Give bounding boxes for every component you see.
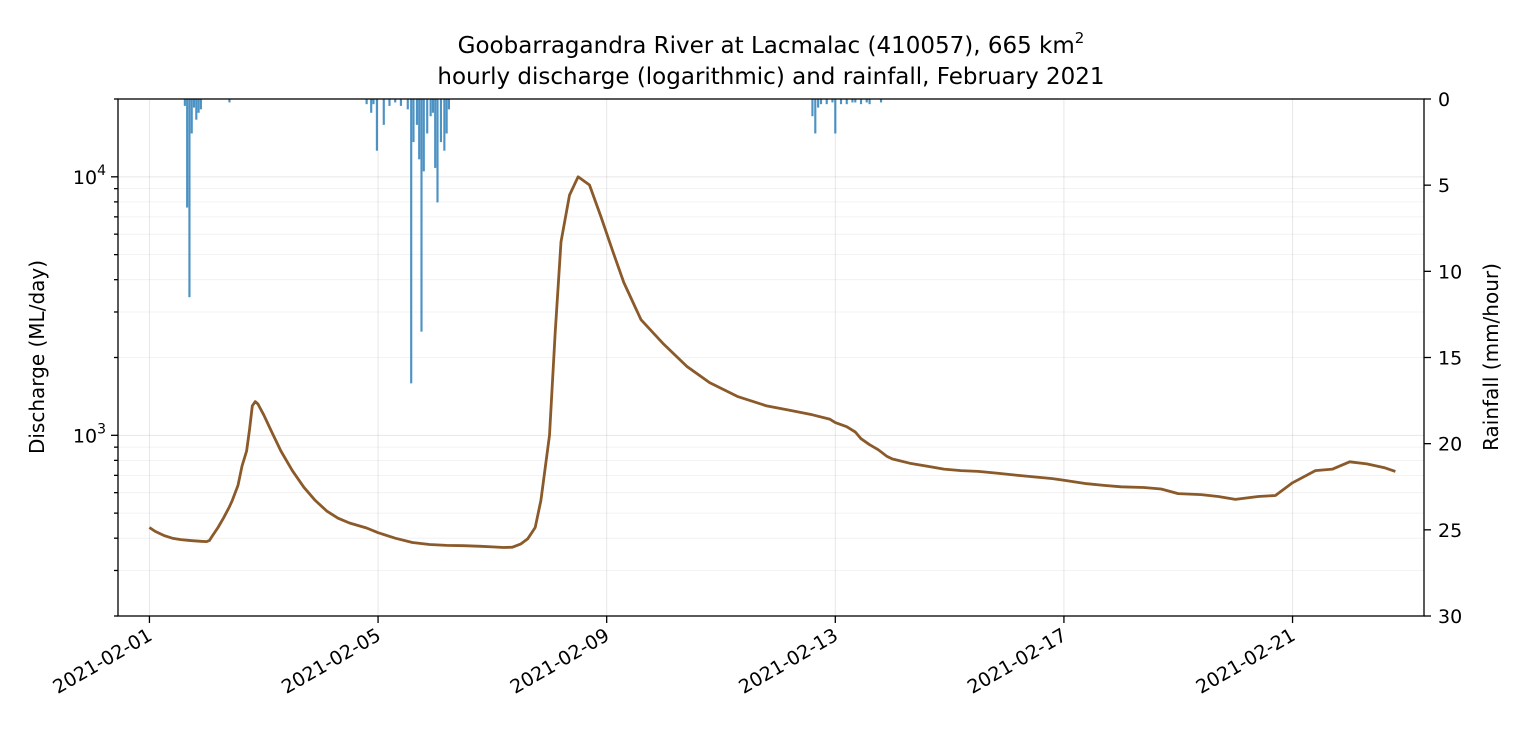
grid — [118, 98, 1424, 617]
rainfall-bar — [422, 99, 425, 172]
y2-tick-label: 10 — [1438, 261, 1462, 283]
rainfall-bar — [372, 99, 375, 105]
rainfall-bar — [199, 99, 202, 110]
rainfall-bar — [388, 99, 391, 106]
rainfall-bar — [819, 99, 823, 105]
discharge-line-layer — [148, 175, 1396, 549]
y-axis-label: Discharge (ML/day) — [25, 260, 49, 454]
rainfall-bar — [228, 99, 231, 103]
rainfall-bar — [195, 99, 198, 120]
x-tick-label: 2021-02-09 — [507, 624, 614, 698]
x-tick-label: 2021-02-17 — [964, 624, 1071, 698]
rainfall-bar — [183, 99, 186, 106]
rainfall-bar — [445, 99, 448, 134]
chart-title-line1-main: Goobarragandra River at Lacmalac (410057… — [458, 33, 1075, 59]
rainfall-bar — [415, 99, 418, 125]
axes: 2021-02-01 2021-02-05 2021-02-09 2021-02-13… — [49, 89, 1462, 699]
rainfall-bar — [399, 99, 402, 106]
rainfall-bar — [375, 99, 378, 151]
rainfall-bar — [831, 99, 834, 103]
x-tick-label: 2021-02-01 — [49, 624, 156, 698]
y2-tick-label: 5 — [1438, 175, 1450, 197]
rainfall-bar — [811, 99, 814, 117]
rainfall-bar — [865, 99, 868, 103]
rainfall-bar — [197, 99, 200, 113]
y2-tick-label: 25 — [1438, 520, 1462, 542]
rainfall-bars — [183, 99, 883, 384]
rainfall-bar — [834, 99, 837, 134]
y2-tick-label: 0 — [1438, 89, 1450, 111]
rainfall-bar — [436, 99, 439, 203]
rainfall-bar — [851, 99, 854, 103]
x-tick-label: 2021-02-13 — [735, 624, 842, 698]
rainfall-bar — [439, 99, 442, 143]
rainfall-bar — [859, 99, 863, 105]
rainfall-bar — [365, 99, 368, 105]
rainfall-bar — [434, 99, 437, 168]
rainfall-bar — [845, 99, 848, 105]
y2-tick-label: 30 — [1438, 606, 1462, 628]
y2-axis-label: Rainfall (mm/hour) — [1479, 263, 1503, 451]
rainfall-bar — [420, 99, 423, 332]
rainfall-bar — [825, 99, 828, 105]
y-tick-label: 103 — [73, 421, 106, 447]
y-tick-label: 104 — [73, 163, 106, 189]
chart-title-line1: Goobarragandra River at Lacmalac (410057… — [458, 29, 1085, 59]
rainfall-bar — [394, 99, 397, 103]
rainfall-bar — [443, 99, 446, 151]
x-tick-label: 2021-02-21 — [1192, 624, 1299, 698]
discharge-line — [148, 175, 1396, 549]
x-tick-label: 2021-02-05 — [278, 624, 385, 698]
rainfall-bar — [418, 99, 421, 160]
rainfall-bar — [370, 99, 373, 113]
rainfall-bar — [431, 99, 434, 113]
rainfall-bar — [426, 99, 429, 134]
rainfall-bar — [814, 99, 817, 134]
rainfall-bar — [382, 99, 385, 125]
chart-title-line2: hourly discharge (logarithmic) and rainf… — [437, 64, 1104, 90]
rainfall-bar — [186, 99, 189, 208]
y2-tick-label: 15 — [1438, 348, 1462, 370]
rainfall-bar — [429, 99, 432, 117]
rainfall-bar — [854, 99, 857, 103]
rainfall-bar — [410, 99, 413, 384]
chart-title-line1-sup: 2 — [1075, 29, 1085, 47]
rainfall-bar — [190, 99, 193, 134]
rainfall-bar — [839, 99, 843, 105]
rainfall-bar — [412, 99, 415, 143]
rainfall-bar — [817, 99, 820, 108]
rainfall-bar — [406, 99, 409, 110]
y2-tick-label: 20 — [1438, 434, 1462, 456]
rainfall-bar — [188, 99, 191, 298]
rainfall-bar — [192, 99, 196, 108]
chart-title: Goobarragandra River at Lacmalac (410057… — [437, 29, 1104, 90]
rainfall-bar — [868, 99, 871, 105]
rainfall-bar — [879, 99, 883, 103]
rainfall-bar — [447, 99, 451, 110]
